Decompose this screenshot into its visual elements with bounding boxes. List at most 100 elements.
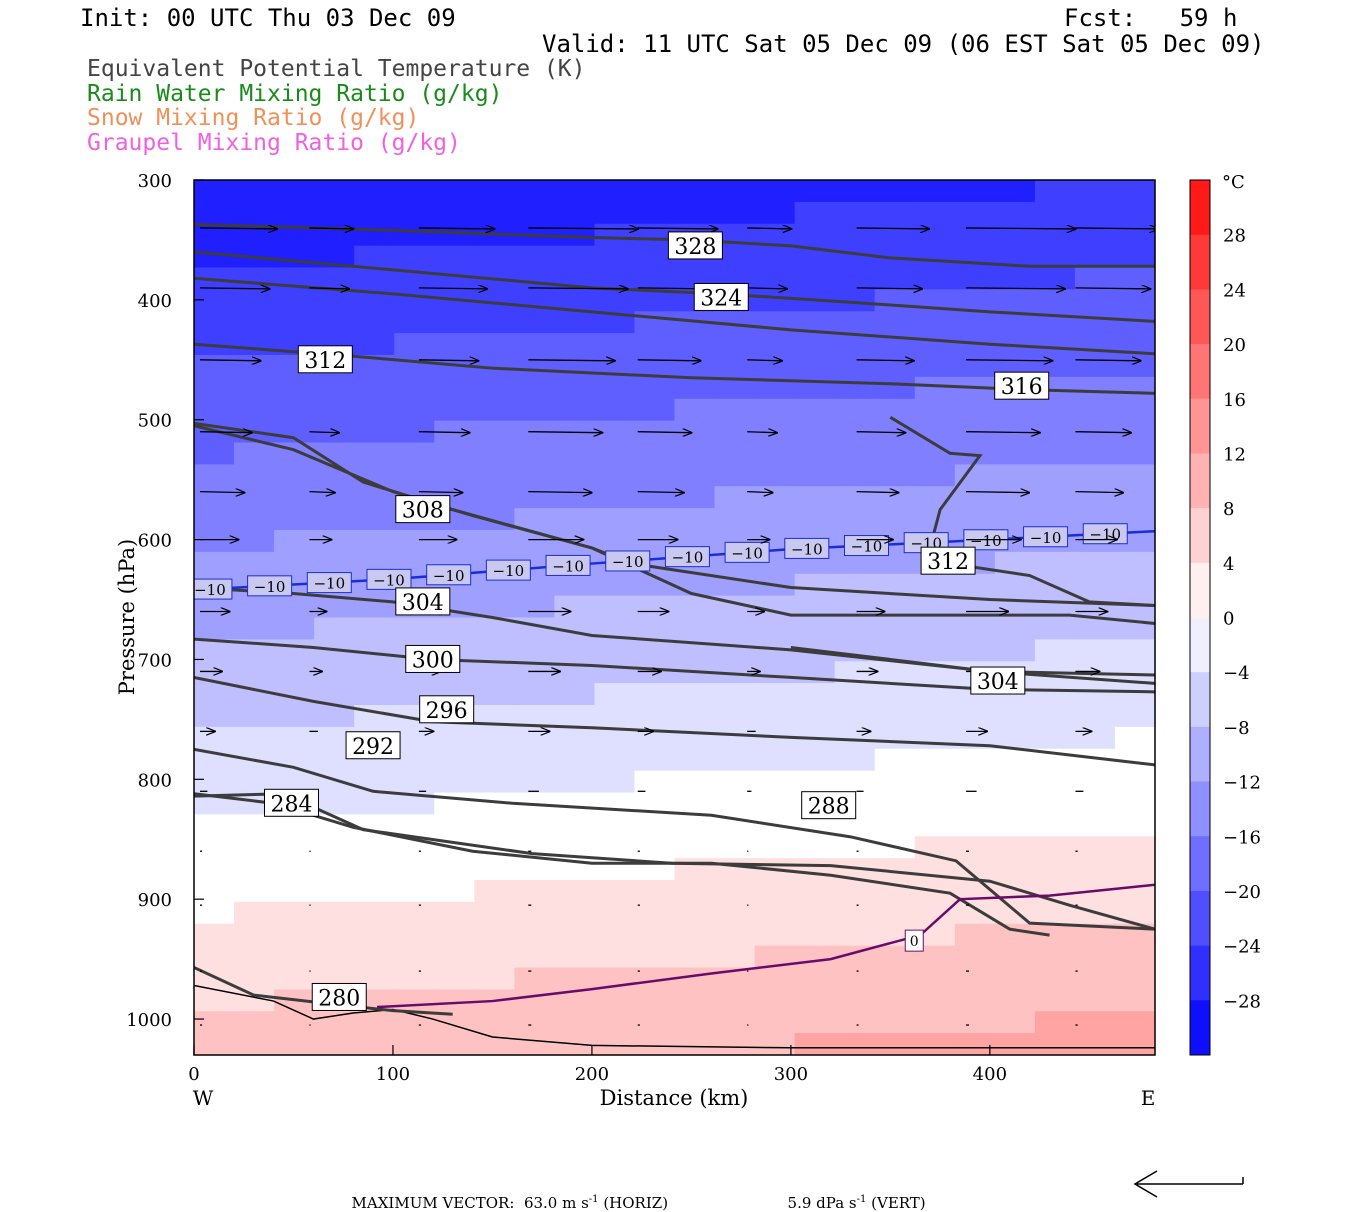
temperature-shading-cell bbox=[514, 486, 555, 509]
temperature-shading-cell bbox=[1074, 639, 1116, 662]
temperature-shading-cell bbox=[954, 442, 996, 465]
temperature-shading-cell bbox=[634, 661, 676, 684]
temperature-shading-cell bbox=[1074, 442, 1116, 465]
temperature-shading-cell bbox=[474, 967, 515, 990]
temperature-shading-cell bbox=[994, 1033, 1036, 1055]
temperature-shading-cell bbox=[394, 967, 435, 990]
temperature-shading-cell bbox=[274, 880, 315, 903]
temperature-shading-cell bbox=[234, 333, 275, 356]
temperature-shading-cell bbox=[1034, 814, 1076, 837]
temperature-shading-cell bbox=[1114, 376, 1155, 400]
temperature-shading-cell bbox=[354, 289, 395, 312]
temperature-shading-cell bbox=[754, 1033, 796, 1055]
temperature-shading-cell bbox=[634, 245, 676, 269]
temperature-shading-cell bbox=[994, 486, 1036, 509]
theta-e-contour bbox=[194, 276, 1155, 356]
x-tick-label: 100 bbox=[376, 1064, 410, 1085]
temperature-shading-cell bbox=[994, 726, 1036, 750]
temperature-label-box bbox=[366, 568, 412, 590]
temperature-shading-cell bbox=[914, 398, 956, 422]
temperature-shading-cell bbox=[594, 705, 636, 728]
temperature-shading-cell bbox=[634, 770, 676, 794]
temperature-shading-cell bbox=[194, 923, 235, 947]
temperature-shading-cell bbox=[834, 376, 876, 400]
theta-e-contour bbox=[194, 222, 1155, 268]
temperature-shading-cell bbox=[674, 748, 716, 772]
temperature-shading-cell bbox=[394, 858, 435, 881]
temperature-shading-cell bbox=[754, 180, 796, 203]
temperature-shading-cell bbox=[234, 267, 275, 290]
theta-e-label: 304 bbox=[977, 670, 1019, 695]
temperature-shading-cell bbox=[354, 1033, 395, 1055]
temperature-shading-cell bbox=[634, 814, 676, 837]
temperature-shading-cell bbox=[594, 223, 636, 247]
temperature-shading-cell bbox=[1114, 223, 1155, 247]
temperature-shading-cell bbox=[994, 836, 1036, 859]
temperature-shading-cell bbox=[754, 792, 796, 815]
temperature-shading-cell bbox=[274, 398, 315, 422]
temperature-shading-cell bbox=[314, 705, 355, 728]
max-vector-horiz-unit: (HORIZ) bbox=[603, 1194, 669, 1212]
temperature-shading-cell bbox=[514, 508, 555, 531]
temperature-shading-cell bbox=[914, 683, 956, 706]
temperature-shading-cell bbox=[954, 464, 996, 487]
temperature-shading-cell bbox=[594, 486, 636, 509]
temperature-shading-cell bbox=[1114, 683, 1155, 706]
temperature-shading-cell bbox=[1074, 245, 1116, 269]
temperature-shading-cell bbox=[754, 989, 796, 1012]
temperature-shading-cell bbox=[714, 464, 756, 487]
temperature-shading-cell bbox=[514, 333, 555, 356]
temperature-shading-cell bbox=[394, 333, 435, 356]
temperature-shading-cell bbox=[514, 201, 555, 225]
temperature-shading-cell bbox=[834, 989, 876, 1012]
temperature-shading-cell bbox=[1074, 376, 1116, 400]
temperature-shading-cell bbox=[274, 836, 315, 859]
temperature-shading-cell bbox=[634, 989, 676, 1012]
temperature-shading-cell bbox=[274, 858, 315, 881]
temperature-shading-cell bbox=[594, 267, 636, 290]
temperature-shading-cell bbox=[834, 442, 876, 465]
temperature-shading-cell bbox=[1034, 858, 1076, 881]
temperature-shading-cell bbox=[394, 1033, 435, 1055]
temperature-shading-cell bbox=[394, 289, 435, 312]
temperature-shading-cell bbox=[914, 442, 956, 465]
temperature-shading-cell bbox=[1114, 420, 1155, 444]
temperature-shading-cell bbox=[234, 508, 275, 531]
temperature-shading-cell bbox=[314, 923, 355, 947]
temperature-shading-cell bbox=[394, 748, 435, 772]
theta-e-contour bbox=[790, 645, 1155, 685]
temperature-shading-cell bbox=[554, 967, 596, 990]
y-tick-label: 800 bbox=[138, 770, 172, 791]
temperature-shading-cell bbox=[1074, 551, 1116, 575]
temperature-shading-cell bbox=[994, 464, 1036, 487]
temperature-shading-cell bbox=[474, 683, 515, 706]
temperature-shading-cell bbox=[994, 442, 1036, 465]
temperature-shading-cell bbox=[234, 595, 275, 619]
temperature-shading-cell bbox=[314, 945, 355, 969]
temperature-shading-cell bbox=[354, 770, 395, 794]
colorbar-segment bbox=[1190, 180, 1210, 236]
colorbar-segment bbox=[1190, 945, 1210, 1001]
temperature-shading-cell bbox=[594, 1011, 636, 1034]
temperature-shading-cell bbox=[554, 726, 596, 750]
wind-vector bbox=[966, 432, 1040, 433]
temperature-label-box bbox=[247, 575, 293, 597]
temperature-shading-cell bbox=[754, 923, 796, 947]
theta-e-label: 312 bbox=[304, 349, 346, 374]
temperature-shading-cell bbox=[954, 770, 996, 794]
temperature-shading-cell bbox=[554, 486, 596, 509]
max-vector-vert: 5.9 dPa s-1 (VERT) bbox=[778, 1176, 926, 1212]
temperature-shading-cell bbox=[914, 267, 956, 290]
temperature-shading-cell bbox=[834, 1011, 876, 1034]
temperature-shading-cell bbox=[954, 989, 996, 1012]
temperature-shading-cell bbox=[594, 420, 636, 444]
temperature-shading-cell bbox=[474, 901, 515, 925]
temperature-shading-cell bbox=[674, 617, 716, 640]
temperature-shading-cell bbox=[954, 858, 996, 881]
temperature-shading-cell bbox=[954, 748, 996, 772]
temperature-shading-cell bbox=[474, 311, 515, 334]
temperature-label-box bbox=[194, 578, 233, 600]
temperature-shading-cell bbox=[634, 967, 676, 990]
temperature-shading-cell bbox=[1074, 989, 1116, 1012]
temperature-shading-cell bbox=[794, 333, 836, 356]
